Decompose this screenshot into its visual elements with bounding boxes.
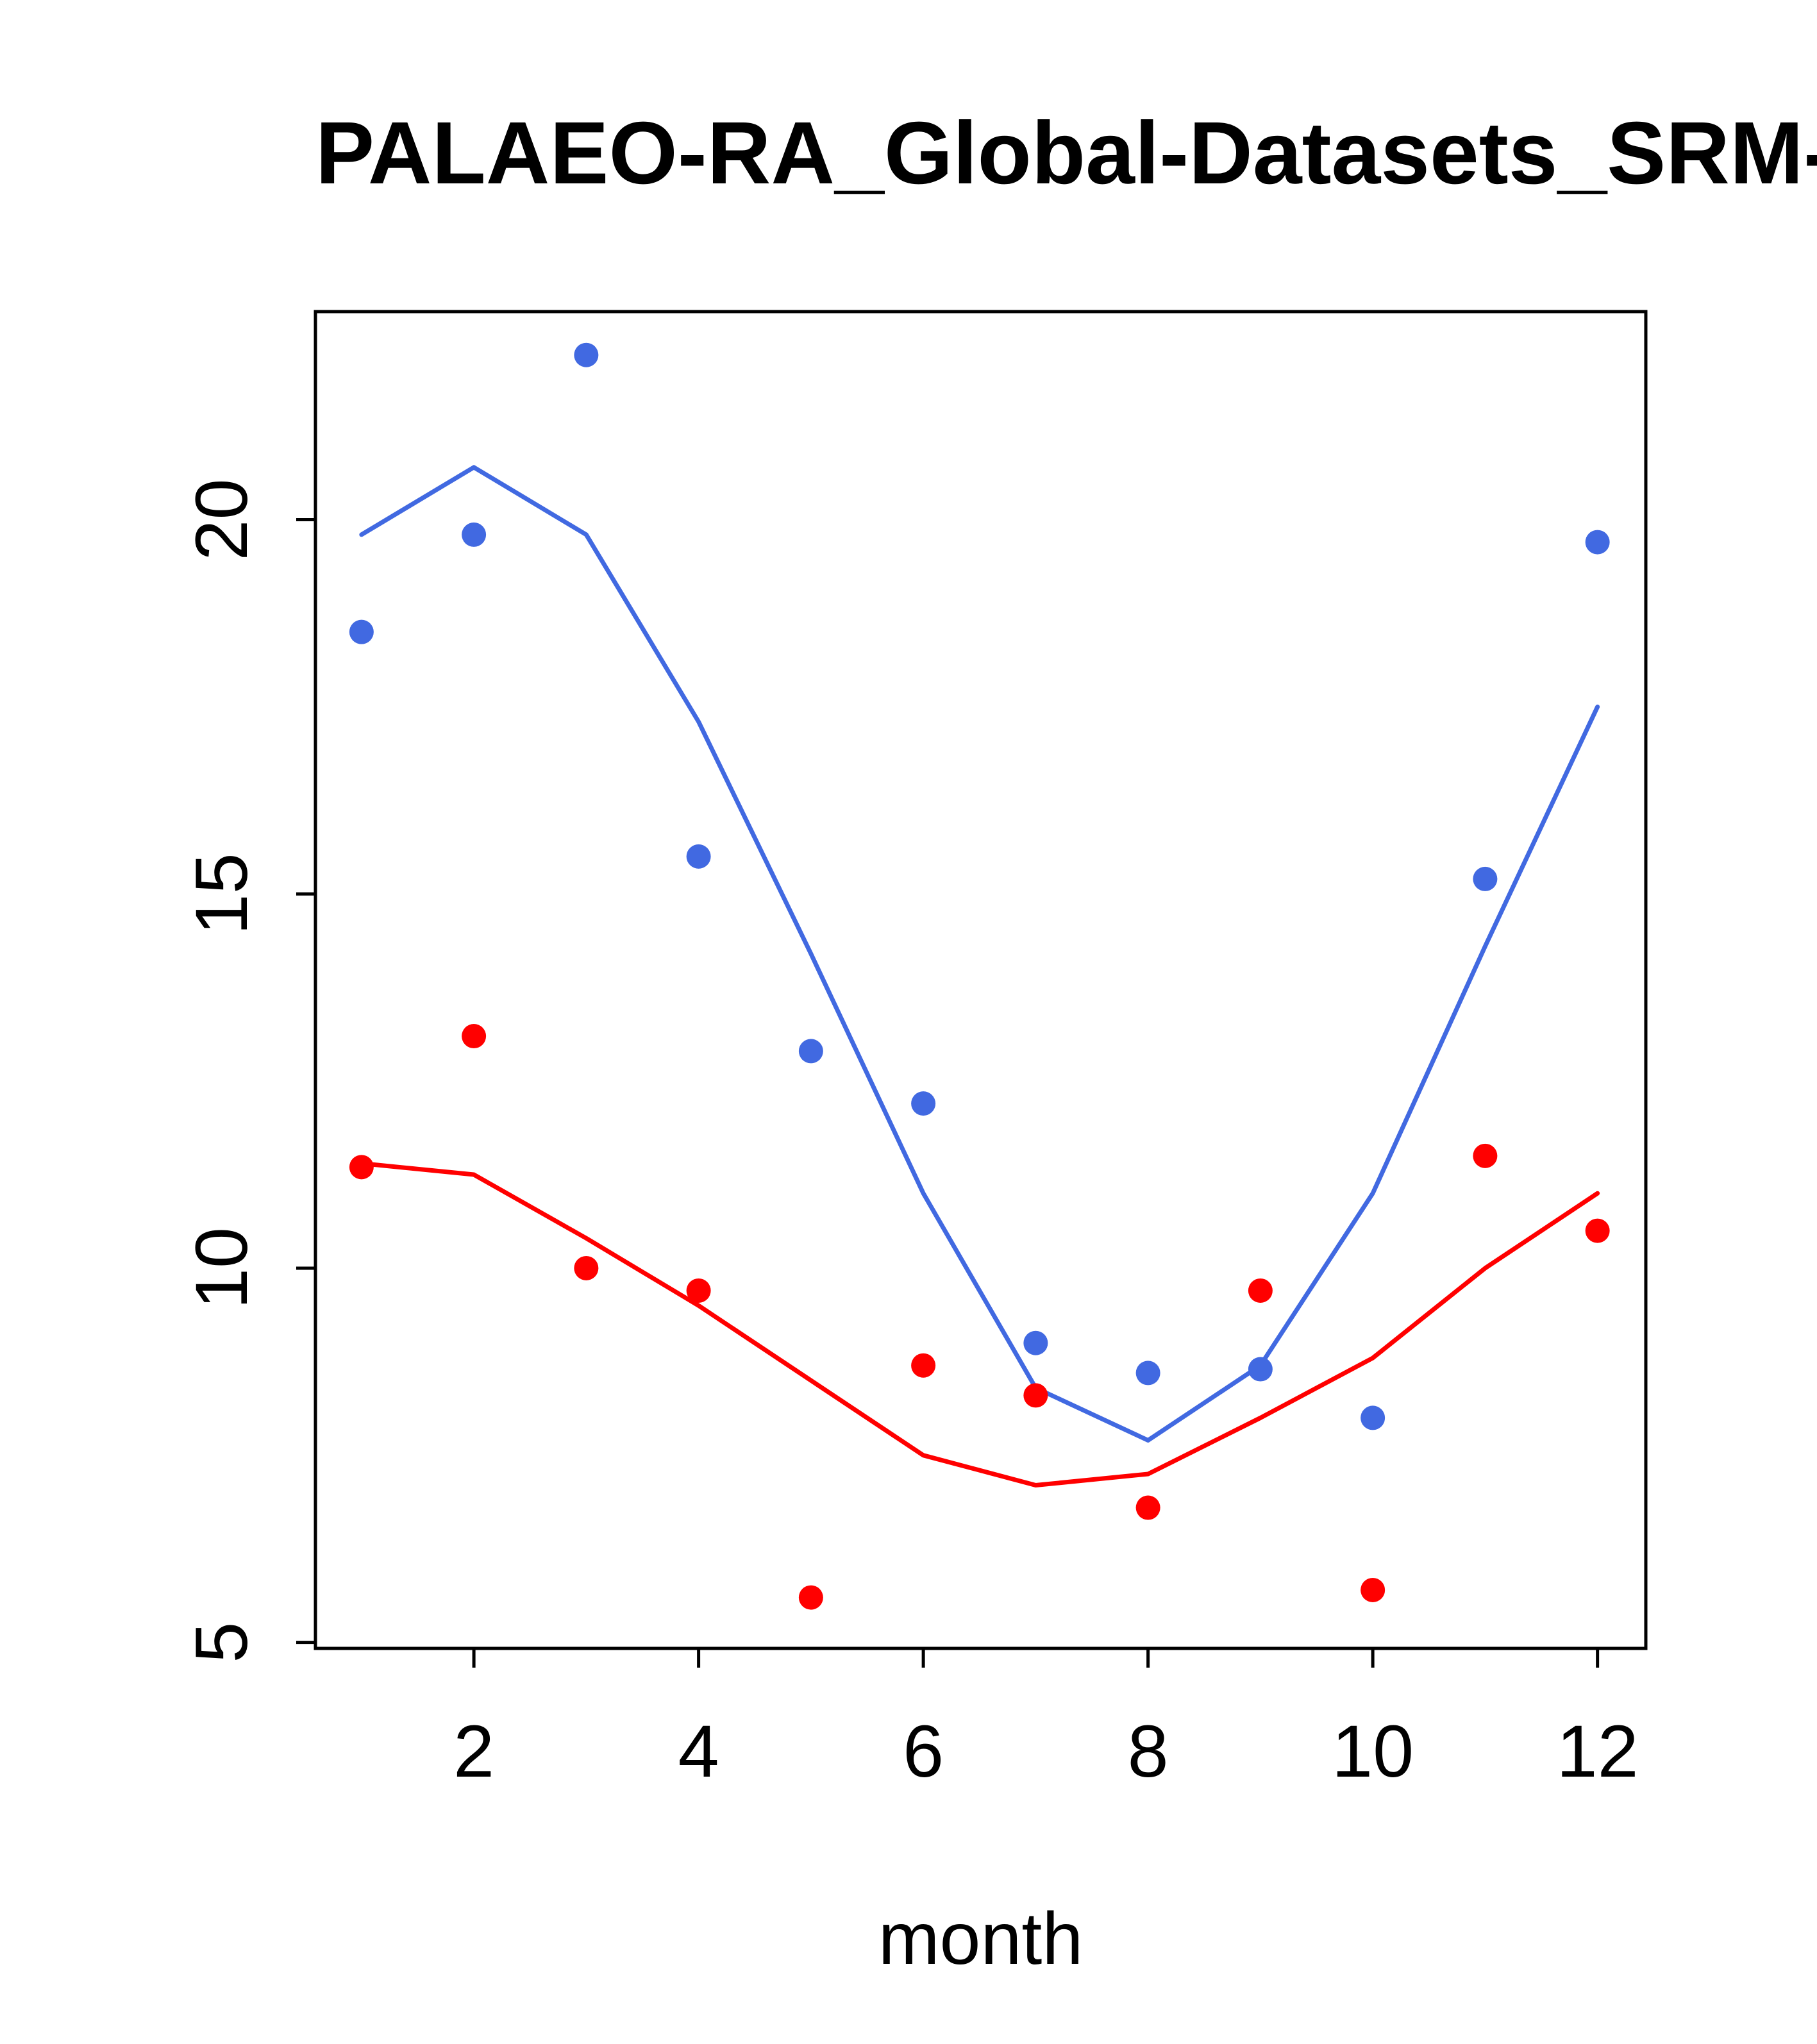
y-tick-label: 10 <box>181 1227 263 1309</box>
series2-points-marker <box>798 1585 823 1610</box>
y-tick-label: 5 <box>181 1622 263 1663</box>
series1-points-marker <box>1361 1405 1386 1430</box>
y-tick-label: 20 <box>181 479 263 561</box>
series1-fit-line <box>359 465 1600 1443</box>
series1-points-marker <box>686 844 711 869</box>
x-tick-label: 12 <box>1557 1711 1639 1793</box>
x-tick-label: 10 <box>1332 1711 1414 1793</box>
series1-points <box>349 342 1610 1430</box>
series1-points-marker <box>911 1091 936 1116</box>
series1-points-marker <box>1023 1330 1048 1355</box>
series1-points-marker <box>1473 866 1498 891</box>
chart-title: PALAEO-RA_Global-Datasets_SRM-009_nr <box>315 104 1817 203</box>
series1-points-marker <box>574 342 599 367</box>
series2-points-marker <box>686 1278 711 1303</box>
series1-points-marker <box>1585 530 1610 555</box>
series2-points-marker <box>1248 1278 1273 1303</box>
x-tick-label: 6 <box>903 1711 944 1793</box>
series1-points-marker <box>798 1039 823 1064</box>
y-axis-ticks: 5 10 15 20 <box>181 479 315 1663</box>
series1-fit-line-path <box>359 465 1600 1443</box>
series2-points-marker <box>1585 1218 1610 1243</box>
series2-points <box>349 1024 1610 1610</box>
series2-points-marker <box>462 1024 487 1049</box>
y-tick-label: 15 <box>181 853 263 935</box>
series2-points-marker <box>1361 1577 1386 1602</box>
series2-points-marker <box>911 1353 936 1378</box>
series1-points-marker <box>462 522 487 547</box>
series2-fit-line <box>359 1161 1600 1488</box>
series2-fit-line-path <box>359 1161 1600 1488</box>
x-tick-label: 8 <box>1128 1711 1169 1793</box>
x-axis-ticks: 2 4 6 8 10 12 <box>453 1648 1639 1793</box>
series1-points-marker <box>1248 1357 1273 1382</box>
series2-points-marker <box>1135 1495 1160 1520</box>
series2-points-marker <box>349 1155 374 1180</box>
series2-points-marker <box>574 1255 599 1280</box>
series2-points-marker <box>1023 1383 1048 1408</box>
x-tick-label: 4 <box>678 1711 719 1793</box>
x-axis-label: month <box>878 1898 1084 1980</box>
series1-points-marker <box>349 619 374 644</box>
plot-box <box>314 310 1648 1650</box>
series1-points-marker <box>1135 1361 1160 1386</box>
axes: 2 4 6 8 10 12 5 10 15 20 <box>181 310 1648 1793</box>
series2-points-marker <box>1473 1143 1498 1168</box>
x-tick-label: 2 <box>453 1711 494 1793</box>
